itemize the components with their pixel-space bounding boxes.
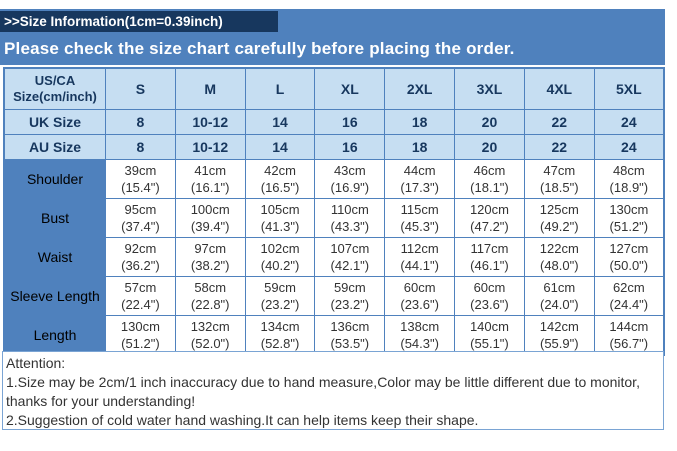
au-size-value: 10-12 (174, 134, 246, 160)
measurement-cell: 60cm (23.6") (454, 276, 525, 316)
au-size-value: 8 (105, 134, 176, 160)
measurement-cell: 62cm (24.4") (593, 276, 665, 316)
measurement-cell: 97cm (38.2") (174, 237, 246, 277)
corner-header-cell: US/CA Size(cm/inch) (3, 67, 106, 110)
measurement-cell: 59cm (23.2") (314, 276, 386, 316)
measurement-label: Sleeve Length (3, 276, 106, 316)
size-column-header: M (174, 67, 246, 110)
size-column-header: XL (314, 67, 386, 110)
measurement-cell: 48cm (18.9") (593, 159, 665, 199)
measurement-cell: 100cm (39.4") (174, 198, 246, 238)
header-banner: >>Size Information(1cm=0.39inch) Please … (0, 9, 665, 65)
size-column-header: 4XL (523, 67, 595, 110)
uk-size-value: 10-12 (174, 109, 246, 135)
size-information-title: >>Size Information(1cm=0.39inch) (4, 14, 223, 29)
measurement-cell: 58cm (22.8") (174, 276, 246, 316)
measurement-label: Shoulder (3, 159, 106, 199)
measurement-cell: 105cm (41.3") (244, 198, 316, 238)
attention-note-2: 2.Suggestion of cold water hand washing.… (6, 412, 479, 428)
size-information-title-bar: >>Size Information(1cm=0.39inch) (0, 11, 278, 32)
measurement-cell: 102cm (40.2") (244, 237, 316, 277)
au-size-value: 18 (384, 134, 456, 160)
measurement-cell: 59cm (23.2") (244, 276, 316, 316)
size-chart-table: US/CA Size(cm/inch) S M L XL 2XL 3XL 4XL… (3, 67, 665, 356)
size-header-row: US/CA Size(cm/inch) S M L XL 2XL 3XL 4XL… (3, 67, 665, 110)
measurement-cell: 138cm (54.3") (384, 315, 456, 356)
bust-row: Bust 95cm (37.4") 100cm (39.4") 105cm (41.3… (3, 198, 665, 238)
measurement-cell: 46cm (18.1") (454, 159, 525, 199)
measurement-cell: 125cm (49.2") (523, 198, 595, 238)
measurement-cell: 134cm (52.8") (244, 315, 316, 356)
uk-size-value: 24 (593, 109, 665, 135)
attention-box: Attention: 1.Size may be 2cm/1 inch inac… (2, 351, 664, 430)
corner-line2: Size(cm/inch) (13, 89, 97, 104)
measurement-cell: 57cm (22.4") (105, 276, 176, 316)
measurement-label: Length (3, 315, 106, 356)
measurement-cell: 144cm (56.7") (593, 315, 665, 356)
measurement-cell: 39cm (15.4") (105, 159, 176, 199)
measurement-cell: 107cm (42.1") (314, 237, 386, 277)
measurement-cell: 140cm (55.1") (454, 315, 525, 356)
sleeve-length-row: Sleeve Length 57cm (22.4") 58cm (22.8") 59… (3, 276, 665, 316)
uk-size-value: 16 (314, 109, 386, 135)
waist-row: Waist 92cm (36.2") 97cm (38.2") 102cm (40.2… (3, 237, 665, 277)
uk-size-value: 8 (105, 109, 176, 135)
size-chart-notice: Please check the size chart carefully be… (4, 39, 515, 58)
measurement-label: Waist (3, 237, 106, 277)
measurement-cell: 115cm (45.3") (384, 198, 456, 238)
au-size-value: 22 (523, 134, 595, 160)
uk-size-value: 14 (244, 109, 316, 135)
measurement-cell: 42cm (16.5") (244, 159, 316, 199)
measurement-cell: 142cm (55.9") (523, 315, 595, 356)
uk-size-value: 18 (384, 109, 456, 135)
measurement-cell: 112cm (44.1") (384, 237, 456, 277)
size-column-header: L (244, 67, 316, 110)
measurement-cell: 130cm (51.2") (593, 198, 665, 238)
shoulder-row: Shoulder 39cm (15.4") 41cm (16.1") 42cm (16… (3, 159, 665, 199)
au-size-row: AU Size 8 10-12 14 16 18 20 22 24 (3, 134, 665, 160)
corner-line1: US/CA (34, 73, 76, 88)
measurement-cell: 136cm (53.5") (314, 315, 386, 356)
measurement-cell: 122cm (48.0") (523, 237, 595, 277)
attention-note-1-cont: thanks for your understanding! (6, 393, 196, 409)
au-size-value: 16 (314, 134, 386, 160)
measurement-cell: 61cm (24.0") (523, 276, 595, 316)
size-column-header: S (105, 67, 176, 110)
measurement-cell: 92cm (36.2") (105, 237, 176, 277)
uk-size-label: UK Size (3, 109, 106, 135)
measurement-cell: 127cm (50.0") (593, 237, 665, 277)
au-size-value: 14 (244, 134, 316, 160)
measurement-cell: 110cm (43.3") (314, 198, 386, 238)
measurement-cell: 43cm (16.9") (314, 159, 386, 199)
au-size-label: AU Size (3, 134, 106, 160)
size-column-header: 2XL (384, 67, 456, 110)
attention-heading: Attention: (6, 355, 66, 371)
length-row: Length 130cm (51.2") 132cm (52.0") 134cm (5… (3, 315, 665, 356)
size-column-header: 5XL (593, 67, 665, 110)
au-size-value: 24 (593, 134, 665, 160)
measurement-cell: 44cm (17.3") (384, 159, 456, 199)
measurement-cell: 132cm (52.0") (174, 315, 246, 356)
size-column-header: 3XL (454, 67, 525, 110)
attention-note-1: 1.Size may be 2cm/1 inch inaccuracy due … (6, 374, 640, 390)
measurement-cell: 95cm (37.4") (105, 198, 176, 238)
measurement-cell: 130cm (51.2") (105, 315, 176, 356)
measurement-cell: 60cm (23.6") (384, 276, 456, 316)
uk-size-value: 20 (454, 109, 525, 135)
measurement-cell: 47cm (18.5") (523, 159, 595, 199)
measurement-label: Bust (3, 198, 106, 238)
measurement-cell: 41cm (16.1") (174, 159, 246, 199)
au-size-value: 20 (454, 134, 525, 160)
uk-size-value: 22 (523, 109, 595, 135)
measurement-cell: 117cm (46.1") (454, 237, 525, 277)
uk-size-row: UK Size 8 10-12 14 16 18 20 22 24 (3, 109, 665, 135)
measurement-cell: 120cm (47.2") (454, 198, 525, 238)
